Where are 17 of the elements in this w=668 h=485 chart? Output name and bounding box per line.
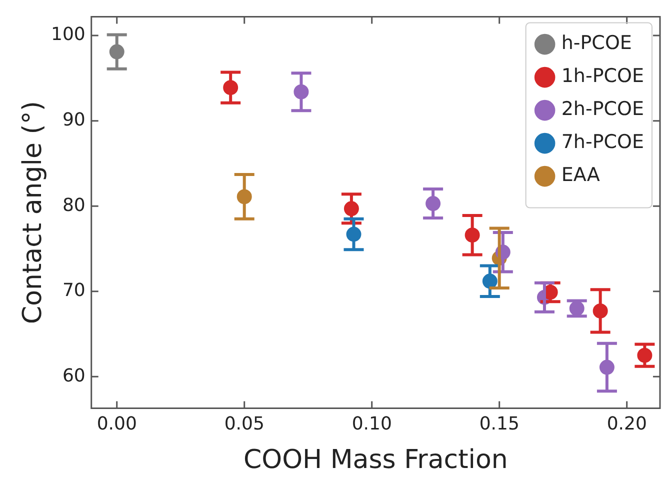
x-tick-label: 0.00 — [96, 414, 137, 435]
x-tick-label: 0.20 — [606, 414, 647, 435]
legend-label: h-PCOE — [561, 32, 632, 54]
y-tick-label: 90 — [62, 110, 86, 131]
legend-label: 1h-PCOE — [561, 65, 644, 88]
x-axis-title: COOH Mass Fraction — [243, 445, 508, 476]
y-tick-label: 70 — [62, 280, 86, 302]
legend-label: 2h-PCOE — [561, 98, 644, 120]
y-tick-label: 80 — [62, 194, 86, 216]
y-axis-title: Contact angle (°) — [18, 100, 48, 324]
legend-label: 7h-PCOE — [561, 131, 644, 154]
x-tick-label: 0.15 — [479, 414, 520, 435]
legend-label: EAA — [561, 164, 600, 186]
y-tick-label: 60 — [62, 365, 86, 386]
x-tick-label: 0.10 — [352, 414, 392, 435]
x-tick-label: 0.05 — [224, 414, 264, 435]
y-tick-label: 100 — [50, 24, 86, 46]
